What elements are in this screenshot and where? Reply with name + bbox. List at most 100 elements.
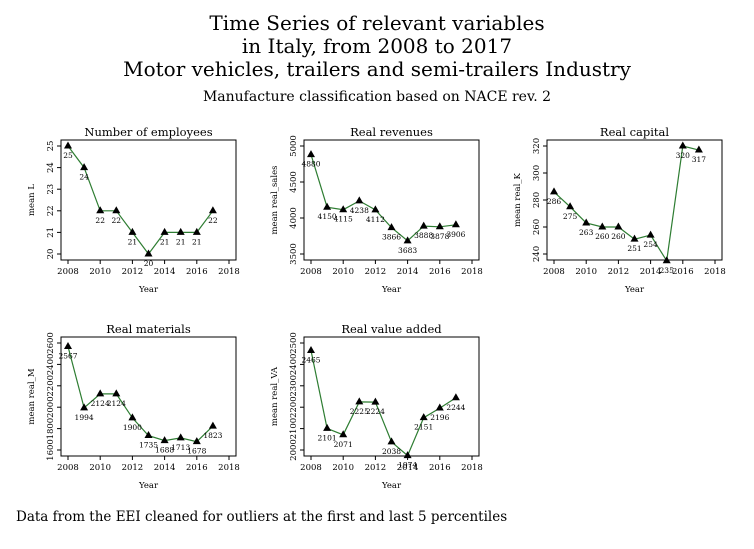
chart-panel-3: Real capital 2008 2010 2012 2014 2016 2018 Year… [513,125,726,295]
x-tick-label: 2018 [461,267,483,277]
x-tick-label: 2018 [461,463,483,473]
y-tick-label: 1800 [46,418,56,440]
data-label: 1735 [139,441,158,450]
data-label: 2244 [446,403,465,412]
y-tick-label: 320 [532,138,542,154]
data-point-marker [614,222,623,230]
data-label: 2038 [382,447,401,456]
y-tick-label: 260 [532,219,542,235]
data-point-marker [112,389,121,397]
data-label: 4150 [318,212,337,221]
chart-title: Real capital [600,125,669,139]
data-point-marker [403,451,412,459]
data-label: 3888 [414,231,433,240]
x-tick-label: 2016 [429,267,451,277]
y-tick-label: 2000 [289,439,299,461]
x-axis-label: Year [138,481,159,491]
y-tick-label: 2600 [46,332,56,354]
data-label: 2151 [414,423,433,432]
y-tick-label: 1600 [46,439,56,461]
data-point-marker [646,230,655,238]
data-label: 21 [192,237,202,246]
y-tick-label: 3500 [289,243,299,265]
data-label: 21 [176,237,186,246]
chart-panel-2: Real revenues 2008 2010 2012 2014 2016 2018 Yea… [270,125,483,295]
data-point-marker [694,145,703,153]
data-label: 2101 [318,433,337,442]
data-label: 1823 [203,431,222,440]
data-label: 22 [112,216,122,225]
data-label: 22 [208,216,218,225]
data-point-marker [387,437,396,445]
data-point-marker [355,397,364,405]
y-tick-label: 2000 [46,396,56,418]
y-tick-label: 2400 [289,354,299,376]
data-point-marker [176,227,185,235]
data-point-marker [435,222,444,230]
y-tick-label: 280 [532,192,542,208]
data-point-marker [128,413,137,421]
series-line [67,346,214,443]
series-line [310,154,456,242]
data-point-marker [323,423,332,431]
x-tick-label: 2008 [300,267,322,277]
y-tick-label: 25 [46,141,56,152]
data-label: 263 [579,228,594,237]
data-point-marker [419,413,428,421]
data-point-marker [451,393,460,401]
x-tick-label: 2010 [332,463,354,473]
data-point-marker [307,150,315,158]
y-tick-label: 300 [532,165,542,181]
data-label: 1900 [123,423,142,432]
x-tick-label: 2014 [154,463,176,473]
y-tick-label: 2100 [289,418,299,440]
data-label: 275 [563,212,578,221]
x-axis-label: Year [381,285,402,295]
data-point-marker [192,437,201,445]
data-point-marker [112,206,121,214]
data-point-marker [144,249,153,257]
data-point-marker [192,227,201,235]
x-tick-label: 2018 [218,463,240,473]
data-point-marker [435,403,444,411]
data-label: 2196 [430,413,449,422]
data-point-marker [451,220,460,228]
data-label: 2124 [91,399,110,408]
data-point-marker [208,206,217,214]
data-point-marker [678,141,687,149]
data-label: 3906 [446,230,465,239]
plot-frame [303,139,480,261]
data-point-marker [96,206,105,214]
data-point-marker [64,342,72,350]
data-point-marker [339,430,348,438]
x-tick-label: 2010 [332,267,354,277]
x-tick-label: 2016 [672,267,694,277]
data-label: 2465 [301,355,320,364]
data-label: 2071 [334,440,353,449]
x-tick-label: 2018 [218,267,240,277]
data-label: 4112 [366,215,385,224]
figure-title-line-1: Time Series of relevant variables [209,11,545,35]
y-axis-label: mean real_VA [270,366,280,426]
data-point-marker [80,403,89,411]
y-tick-label: 4000 [289,207,299,229]
x-tick-label: 2008 [300,463,322,473]
x-axis-label: Year [381,481,402,491]
data-label: 1974 [398,461,417,470]
x-tick-label: 2012 [608,267,630,277]
data-label: 2225 [350,407,369,416]
data-point-marker [630,234,639,242]
data-label: 1688 [155,446,174,455]
figure-title-line-3: Motor vehicles, trailers and semi-traile… [123,57,631,81]
data-label: 2567 [58,352,77,361]
data-point-marker [160,436,169,444]
series-line [67,145,214,256]
x-tick-label: 2016 [186,267,208,277]
data-point-marker [64,141,72,149]
y-tick-label: 24 [46,162,56,173]
chart-title: Number of employees [84,125,212,139]
figure-title-line-2: in Italy, from 2008 to 2017 [241,34,513,58]
x-tick-label: 2008 [57,463,79,473]
x-axis-label: Year [624,285,645,295]
